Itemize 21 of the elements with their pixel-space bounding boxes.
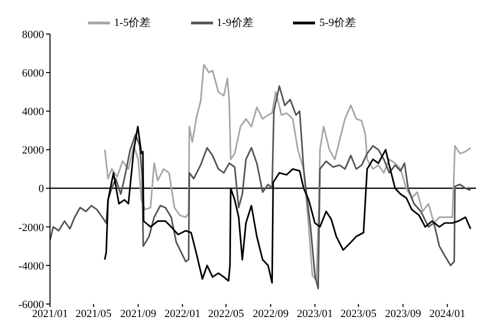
y-tick-label: -4000 [18,260,44,272]
y-tick-label: 6000 [22,67,44,80]
x-tick-label: 2023/01 [296,308,333,320]
y-tick-label: -2000 [18,222,44,234]
x-tick-label: 2021/09 [120,308,157,320]
y-tick-label: 2000 [22,144,44,157]
line-series [104,64,472,282]
legend-label: 1-9价差 [216,16,254,29]
x-tick-label: 2024/01 [429,308,466,320]
x-tick-label: 2021/05 [76,308,112,320]
x-tick-label: 2023/05 [340,308,377,320]
y-tick-label: 8000 [22,28,44,41]
legend-label: 1-5价差 [114,16,151,29]
x-tick-label: 2022/01 [164,308,200,320]
y-tick-label: 0 [38,183,44,196]
y-tick-label: 4000 [22,106,44,118]
legend-label: 5-9价差 [319,16,356,29]
x-tick-label: 2022/05 [208,308,245,320]
line-series [50,85,472,290]
x-tick-label: 2023/09 [385,308,422,320]
x-tick-label: 2022/09 [252,308,290,320]
